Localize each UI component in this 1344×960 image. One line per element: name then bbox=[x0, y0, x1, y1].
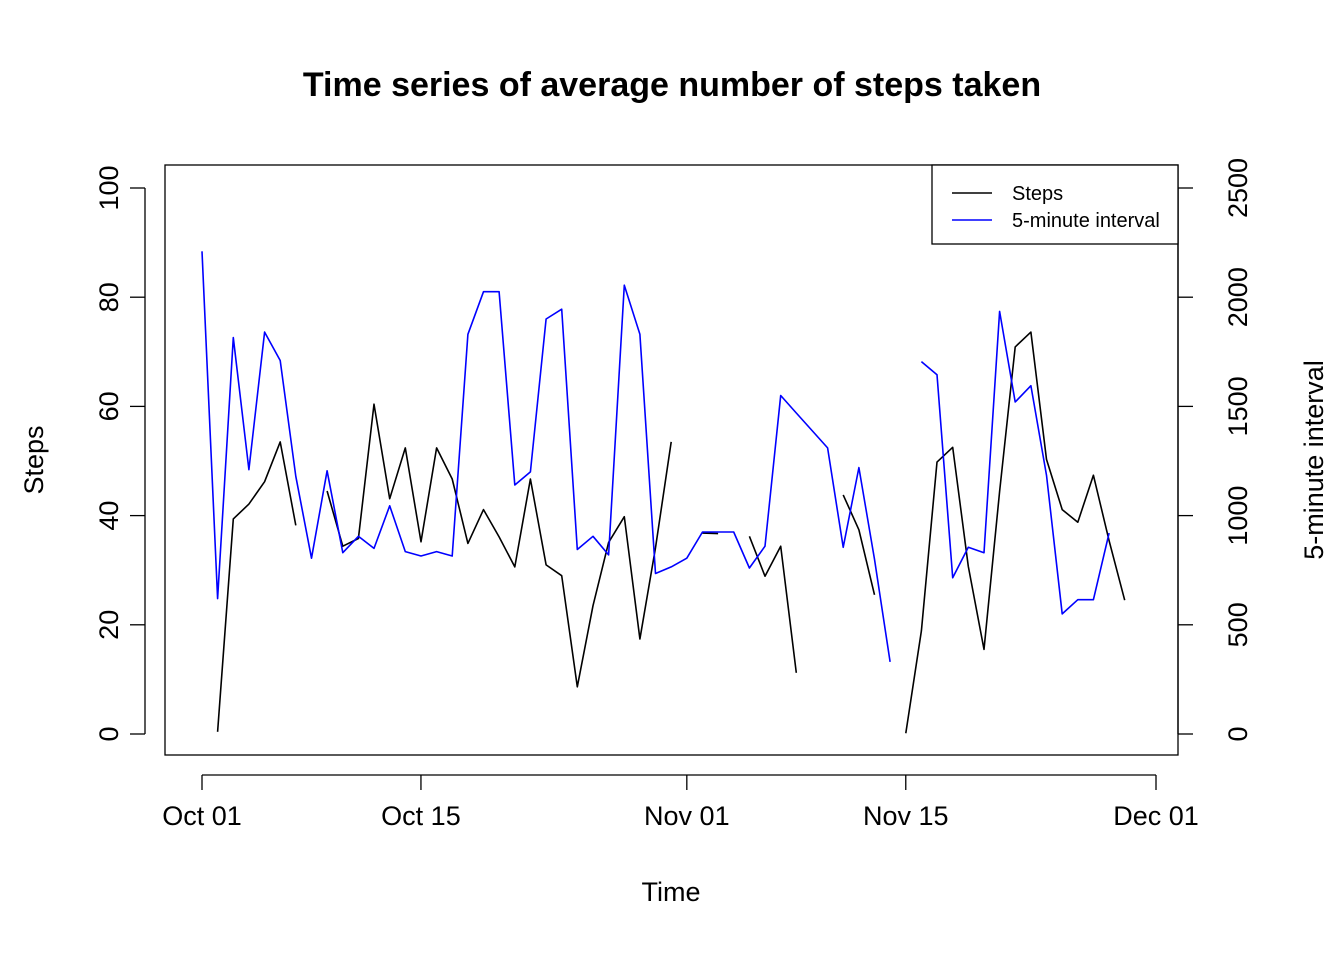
y-axis-left: 0 20 40 60 80 100 bbox=[94, 165, 146, 742]
legend-label-steps: Steps bbox=[1012, 183, 1063, 205]
steps-line-segment bbox=[842, 494, 876, 595]
x-axis: Oct 01 Oct 15 Nov 01 Nov 15 Dec 01 bbox=[162, 774, 1199, 831]
steps-line-segment bbox=[326, 403, 672, 688]
series-layer bbox=[201, 251, 1126, 734]
steps-line-segment bbox=[748, 536, 798, 673]
y-tick-label: 80 bbox=[94, 282, 124, 312]
x-tick-label: Nov 01 bbox=[644, 801, 730, 831]
y-axis-right: 0 500 1000 1500 2000 2500 bbox=[1177, 158, 1253, 742]
y-tick-label: 60 bbox=[94, 391, 124, 421]
x-tick-label: Oct 01 bbox=[162, 801, 242, 831]
x-tick-label: Dec 01 bbox=[1113, 801, 1199, 831]
y-tick-label: 20 bbox=[94, 610, 124, 640]
y2-tick-label: 500 bbox=[1223, 602, 1253, 647]
steps-line-segment bbox=[905, 331, 1126, 734]
y-tick-label: 40 bbox=[94, 501, 124, 531]
x-tick-label: Oct 15 bbox=[381, 801, 461, 831]
y-tick-label: 100 bbox=[94, 165, 124, 210]
legend-box bbox=[931, 164, 1179, 245]
interval-line-segment bbox=[201, 251, 891, 663]
y-axis-label: Steps bbox=[19, 425, 49, 494]
legend: Steps 5-minute interval bbox=[931, 164, 1179, 245]
interval-line-segment bbox=[920, 310, 1110, 615]
chart-title: Time series of average number of steps t… bbox=[303, 66, 1041, 104]
steps-line-segment bbox=[702, 532, 719, 535]
plot-frame bbox=[164, 164, 1179, 756]
y-tick-label: 0 bbox=[94, 726, 124, 741]
y2-tick-label: 1500 bbox=[1223, 376, 1253, 436]
x-axis-label: Time bbox=[642, 877, 701, 907]
y2-tick-label: 2500 bbox=[1223, 158, 1253, 218]
y2-tick-label: 2000 bbox=[1223, 267, 1253, 327]
y2-axis-label: 5-minute interval bbox=[1299, 360, 1329, 560]
x-tick-label: Nov 15 bbox=[863, 801, 949, 831]
y2-tick-label: 1000 bbox=[1223, 486, 1253, 546]
steps-line-segment bbox=[216, 441, 297, 732]
legend-label-interval: 5-minute interval bbox=[1012, 210, 1160, 232]
y2-tick-label: 0 bbox=[1223, 726, 1253, 741]
